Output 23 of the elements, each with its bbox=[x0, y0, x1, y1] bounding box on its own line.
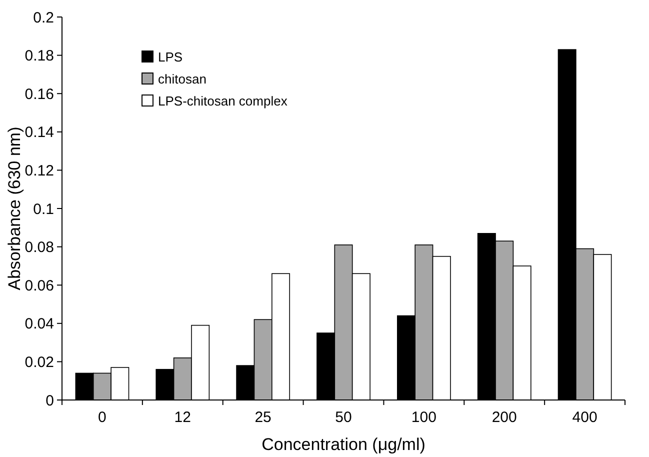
x-tick-label: 200 bbox=[492, 409, 517, 426]
y-tick-label: 0.1 bbox=[33, 200, 54, 218]
x-tick-label: 50 bbox=[335, 409, 352, 426]
y-tick-label: 0.08 bbox=[24, 239, 54, 256]
y-tick-label: 0.14 bbox=[24, 124, 54, 142]
legend-label: LPS-chitosan complex bbox=[158, 94, 288, 109]
y-tick-label: 0.02 bbox=[24, 354, 54, 371]
x-tick-label: 12 bbox=[174, 409, 191, 426]
x-axis-title: Concentration (μg/ml) bbox=[262, 435, 426, 454]
legend-label: chitosan bbox=[158, 72, 206, 87]
x-tick-label: 0 bbox=[98, 409, 106, 426]
y-tick-label: 0.06 bbox=[24, 277, 54, 294]
y-axis-title: Absorbance (630 nm) bbox=[5, 126, 24, 290]
y-tick-label: 0.16 bbox=[24, 86, 54, 103]
y-tick-label: 0.04 bbox=[24, 316, 54, 333]
x-tick-label: 25 bbox=[254, 409, 272, 426]
legend-label: LPS bbox=[158, 50, 183, 65]
y-tick-label: 0.12 bbox=[24, 162, 54, 180]
y-tick-label: 0 bbox=[46, 392, 54, 410]
x-tick-label: 400 bbox=[572, 409, 598, 426]
y-tick-label: 0.18 bbox=[24, 48, 54, 65]
x-tick-label: 100 bbox=[411, 409, 436, 426]
y-tick-label: 0.2 bbox=[33, 9, 54, 26]
